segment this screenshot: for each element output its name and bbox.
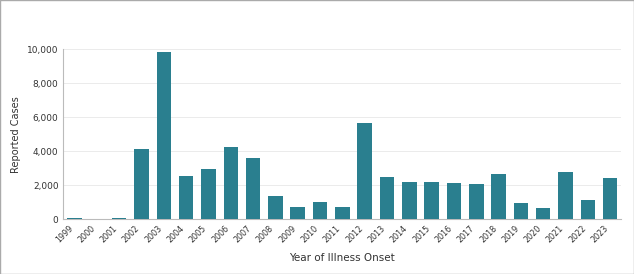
Bar xyxy=(134,149,149,219)
Bar xyxy=(201,169,216,219)
Bar xyxy=(491,174,506,219)
Bar xyxy=(335,207,349,219)
Bar xyxy=(559,172,573,219)
Bar xyxy=(469,184,484,219)
X-axis label: Year of Illness Onset: Year of Illness Onset xyxy=(290,253,395,263)
Bar xyxy=(402,182,417,219)
Bar xyxy=(224,147,238,219)
Text: West Nile virus human disease cases by year of illness onset, 1999-2023: West Nile virus human disease cases by y… xyxy=(8,14,405,24)
Bar xyxy=(514,203,528,219)
Bar xyxy=(603,178,618,219)
Y-axis label: Reported Cases: Reported Cases xyxy=(11,96,22,173)
Bar xyxy=(246,158,261,219)
Bar xyxy=(290,207,305,219)
Bar xyxy=(67,218,82,219)
Bar xyxy=(112,218,126,219)
Bar xyxy=(536,208,550,219)
Bar xyxy=(179,176,193,219)
Bar xyxy=(313,202,327,219)
Bar xyxy=(581,200,595,219)
Bar xyxy=(447,183,461,219)
Bar xyxy=(268,196,283,219)
Bar xyxy=(358,123,372,219)
Bar xyxy=(380,177,394,219)
Bar xyxy=(157,52,171,219)
Bar xyxy=(424,182,439,219)
